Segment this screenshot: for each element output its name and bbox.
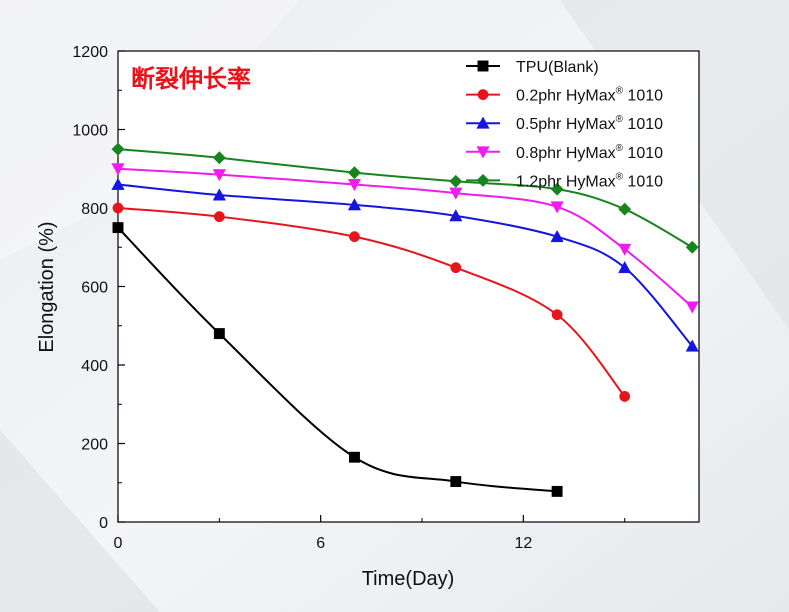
series-2 (111, 177, 699, 352)
data-point (347, 198, 362, 211)
data-point (450, 262, 462, 274)
y-tick-label: 200 (81, 437, 108, 454)
data-point (112, 222, 124, 234)
series-line (117, 226, 558, 493)
data-point (111, 142, 125, 156)
data-point (550, 229, 564, 243)
x-tick-label: 6 (316, 535, 325, 552)
legend-marker (477, 89, 489, 101)
data-point (619, 390, 631, 402)
legend-label: 0.5phr HyMax® 1010 (516, 114, 663, 133)
legend-marker (477, 60, 489, 72)
legend-label-tail: 1010 (623, 88, 663, 105)
x-axis-title: Time(Day) (362, 568, 455, 590)
data-point (449, 174, 463, 188)
y-tick-label: 0 (99, 515, 108, 532)
legend-label-main: TPU(Blank) (516, 59, 599, 76)
data-point (685, 339, 699, 352)
series-0 (112, 222, 563, 497)
y-tick-label: 1200 (72, 44, 108, 61)
legend-label-tail: 1010 (623, 145, 663, 162)
legend-label-sup: ® (616, 114, 624, 125)
data-point (551, 485, 563, 497)
data-point (212, 151, 226, 165)
plot-area (117, 50, 700, 523)
y-axis-title: Elongation (%) (36, 221, 58, 352)
data-point (551, 309, 563, 321)
y-tick-label: 1000 (72, 123, 108, 140)
legend-item: 0.8phr HyMax® 1010 (466, 143, 663, 162)
chart-title: 断裂伸长率 (131, 65, 251, 93)
data-point (212, 169, 226, 182)
legend-label: TPU(Blank) (516, 59, 599, 76)
data-point (550, 201, 564, 214)
data-point (550, 182, 564, 196)
legend-item: TPU(Blank) (466, 59, 599, 76)
data-point (111, 177, 125, 190)
legend-label: 1.2phr HyMax® 1010 (516, 171, 663, 190)
series-layer (111, 142, 699, 497)
data-point (111, 163, 125, 176)
legend-label-main: 0.5phr HyMax (516, 116, 616, 133)
y-tick-label: 600 (81, 280, 108, 297)
series-3 (111, 163, 699, 314)
y-tick-label: 800 (81, 201, 108, 218)
legend-item: 1.2phr HyMax® 1010 (466, 171, 663, 190)
data-point (349, 231, 360, 243)
data-point (618, 243, 632, 256)
legend-label-main: 1.2phr HyMax (516, 173, 616, 190)
legend-label: 0.8phr HyMax® 1010 (516, 143, 663, 162)
legend-item: 0.5phr HyMax® 1010 (466, 114, 663, 133)
data-point (449, 187, 463, 200)
series-4 (111, 142, 699, 254)
data-point (349, 451, 360, 463)
x-axis: 0 6 12 (114, 515, 626, 552)
legend-label-sup: ® (616, 143, 624, 154)
legend-label-main: 0.8phr HyMax (516, 145, 616, 162)
legend-label-sup: ® (616, 171, 624, 182)
legend-label-main: 0.2phr HyMax (516, 88, 616, 105)
legend-label-tail: 1010 (623, 116, 663, 133)
data-point (685, 301, 699, 314)
series-1 (112, 202, 631, 402)
legend-marker (476, 173, 490, 187)
legend-label: 0.2phr HyMax® 1010 (516, 86, 663, 105)
data-point (212, 188, 226, 201)
y-tick-label: 400 (81, 358, 108, 375)
data-point (685, 240, 699, 254)
data-point (450, 476, 462, 488)
data-point (213, 328, 225, 340)
data-point (347, 166, 362, 180)
legend-marker (476, 116, 490, 129)
x-tick-label: 0 (114, 535, 123, 552)
series-line (117, 207, 626, 398)
data-point (112, 202, 124, 214)
background-facet (0, 430, 160, 612)
data-point (213, 211, 225, 223)
x-tick-label: 12 (514, 535, 532, 552)
data-point (449, 209, 463, 222)
legend-item: 0.2phr HyMax® 1010 (466, 86, 663, 105)
legend-marker (476, 146, 490, 159)
legend-label-tail: 1010 (623, 173, 663, 190)
y-axis: 0 200 400 600 800 1000 1200 (72, 44, 125, 532)
data-point (618, 202, 632, 216)
data-point (618, 260, 632, 274)
data-point (347, 179, 362, 192)
legend-label-sup: ® (616, 86, 624, 97)
